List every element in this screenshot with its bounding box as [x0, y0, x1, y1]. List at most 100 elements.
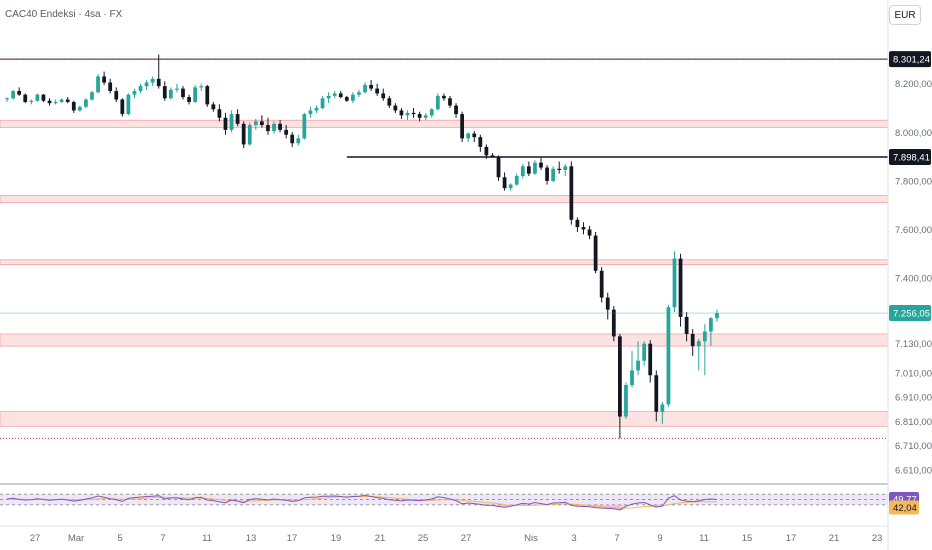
time-tick-label: 27 [30, 533, 41, 544]
time-tick-label: 7 [160, 533, 165, 544]
time-tick-label: 25 [418, 533, 429, 544]
candle-body [211, 104, 216, 110]
candle-body [442, 95, 446, 99]
time-tick-label: 17 [786, 533, 797, 544]
candle-body [411, 112, 416, 115]
time-tick-label: 5 [117, 533, 122, 544]
candle-body [65, 99, 70, 102]
candle-body [526, 166, 531, 174]
candle-body [266, 125, 270, 132]
candle-body [460, 114, 464, 139]
candle-body [17, 91, 22, 95]
time-tick-label: 23 [872, 533, 883, 544]
price-tag-label: 8.301,24 [893, 55, 930, 66]
time-axis-ticks: 27 Mar 5 7 11 13 17 19 21 25 27 Nis 3 7 9 11 15 17 21 23 [0, 525, 888, 544]
candle-body [484, 146, 489, 156]
candle-body [599, 270, 604, 298]
price-tick-label: 6.910,00 [895, 393, 932, 404]
candle-body [278, 123, 282, 130]
time-tick-label: 21 [829, 533, 840, 544]
candle-body [581, 227, 586, 230]
candle-body [193, 87, 198, 102]
price-tick-label: 6.810,00 [895, 417, 932, 428]
candle-body [53, 101, 58, 104]
candle-body [126, 94, 131, 115]
candle-body [47, 100, 52, 104]
time-tick-label: Nis [524, 533, 538, 544]
candle-body [144, 82, 149, 87]
candle-body [520, 166, 525, 177]
candle-body [690, 333, 695, 347]
candle-body [5, 98, 9, 100]
candle-body [624, 384, 628, 417]
time-tick-label: Mar [68, 533, 84, 544]
candle-body [326, 95, 331, 99]
price-tick-label: 8.000,00 [895, 128, 932, 139]
candle-body [302, 114, 307, 139]
candle-body [102, 76, 106, 83]
candle-body [672, 258, 677, 308]
candle-body [308, 110, 313, 115]
zone-7 [0, 411, 889, 427]
candle-body [630, 370, 634, 385]
candle-body [618, 336, 622, 417]
rsi-value-tag-label: 49,77 [893, 495, 917, 506]
time-tick-label: 9 [657, 533, 662, 544]
candle-body [150, 78, 155, 83]
candle-body [496, 156, 501, 178]
candle-body [187, 97, 191, 102]
candle-body [539, 162, 543, 168]
time-tick-label: 7 [614, 533, 619, 544]
candle-body [363, 84, 367, 93]
candle-body [357, 92, 361, 95]
candle-body [533, 162, 537, 174]
price-axis-ticks: 8.200,00 8.000,00 7.800,00 7.600,00 7.400,00… [895, 79, 932, 476]
candle-body [199, 86, 204, 88]
rsi-ma-value-tag [889, 500, 919, 515]
time-tick-label: 15 [742, 533, 753, 544]
time-tick-label: 21 [375, 533, 386, 544]
candle-body [114, 91, 119, 100]
currency-button[interactable]: EUR [889, 5, 921, 25]
candle-body [29, 100, 34, 102]
candle-body [508, 184, 513, 189]
candle-body [660, 404, 665, 412]
candle-body [156, 78, 161, 87]
price-tick-label: 8.200,00 [895, 79, 932, 90]
candle-body [338, 93, 343, 98]
price-tick-label: 6.710,00 [895, 441, 932, 452]
price-tick-label: 7.010,00 [895, 368, 932, 379]
time-tick-label: 11 [699, 533, 709, 544]
candle-body [90, 92, 94, 100]
candle-body [23, 94, 28, 102]
price-tick-label: 7.600,00 [895, 225, 932, 236]
candle-body [247, 125, 252, 145]
candle-body [593, 235, 598, 271]
candle-body [181, 88, 185, 98]
candle-body [11, 91, 15, 99]
candle-body [569, 166, 574, 220]
candle-body [642, 343, 647, 361]
time-tick-label: 27 [461, 533, 472, 544]
candle-body [35, 94, 40, 101]
candle-body [241, 123, 246, 145]
time-tick-label: 13 [246, 533, 257, 544]
candle-body [563, 166, 568, 170]
candle-body [399, 110, 404, 116]
price-axis-bg[interactable] [888, 0, 932, 550]
candle-body [84, 99, 88, 107]
candle-body [648, 343, 653, 376]
candle-body [77, 106, 82, 111]
price-tag-green [889, 305, 931, 322]
candle-body [332, 93, 337, 96]
candle-body [223, 117, 228, 130]
candle-body [59, 99, 64, 102]
candle-body [284, 129, 289, 135]
candle-body [272, 123, 276, 132]
candle-body [108, 82, 113, 92]
candle-body [654, 375, 659, 412]
candle-body [435, 95, 440, 110]
candle-body [702, 331, 707, 342]
